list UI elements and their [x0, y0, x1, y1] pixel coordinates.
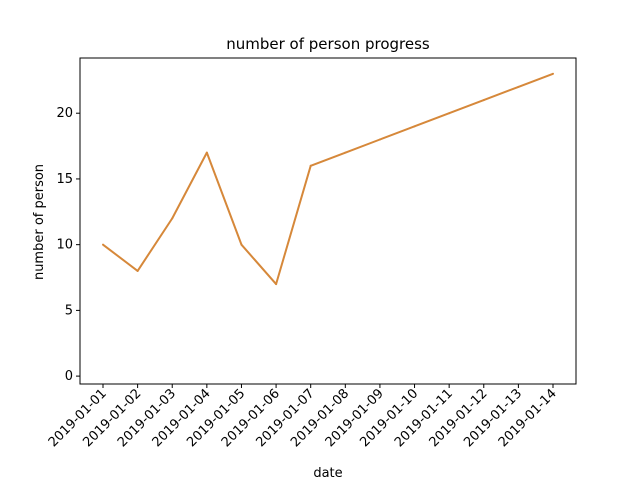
data-point: [171, 217, 174, 220]
data-point: [517, 85, 520, 88]
chart-title: number of person progress: [226, 35, 430, 53]
data-point: [482, 99, 485, 102]
y-tick-label: 15: [56, 172, 73, 187]
data-point: [344, 151, 347, 154]
x-axis-title: date: [313, 466, 342, 480]
y-axis-title: number of person: [32, 164, 47, 280]
data-point: [136, 269, 139, 272]
y-tick-label: 10: [56, 238, 73, 253]
data-point: [240, 243, 243, 246]
data-point: [205, 151, 208, 154]
data-point: [102, 243, 104, 246]
data-point: [552, 72, 554, 75]
y-tick-label: 5: [65, 303, 73, 318]
plot-frame: [79, 57, 577, 385]
data-point: [275, 283, 278, 286]
y-tick-label: 0: [65, 369, 73, 384]
plot-area: 051015202019-01-012019-01-022019-01-0320…: [46, 57, 577, 450]
series-line: [102, 72, 554, 286]
data-point: [309, 164, 312, 167]
data-point: [413, 125, 416, 128]
data-point: [448, 112, 451, 115]
y-tick-label: 20: [56, 106, 73, 121]
data-point: [378, 138, 381, 141]
